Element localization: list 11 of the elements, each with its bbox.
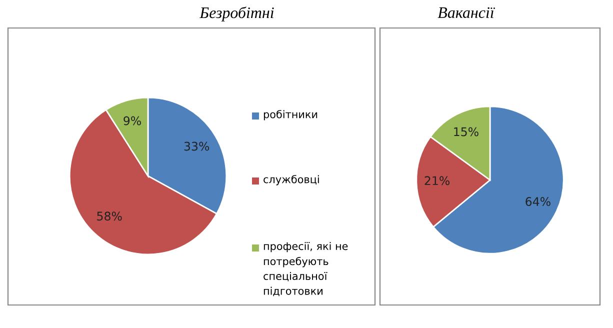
chart-title: Вакансії xyxy=(438,7,495,18)
data-label: 33% xyxy=(184,142,210,151)
data-label: 9% xyxy=(124,116,141,126)
legend-label: службовці xyxy=(264,175,319,186)
chart-title: Безробітні xyxy=(199,6,274,22)
data-label: 64% xyxy=(526,197,550,206)
data-label: 21% xyxy=(424,176,450,186)
legend-label: професії, які не потребують спеціальної підготовки xyxy=(264,242,348,296)
legend-label: робітники xyxy=(264,110,318,120)
data-label: 15% xyxy=(454,127,478,136)
data-label: 58% xyxy=(97,212,122,221)
